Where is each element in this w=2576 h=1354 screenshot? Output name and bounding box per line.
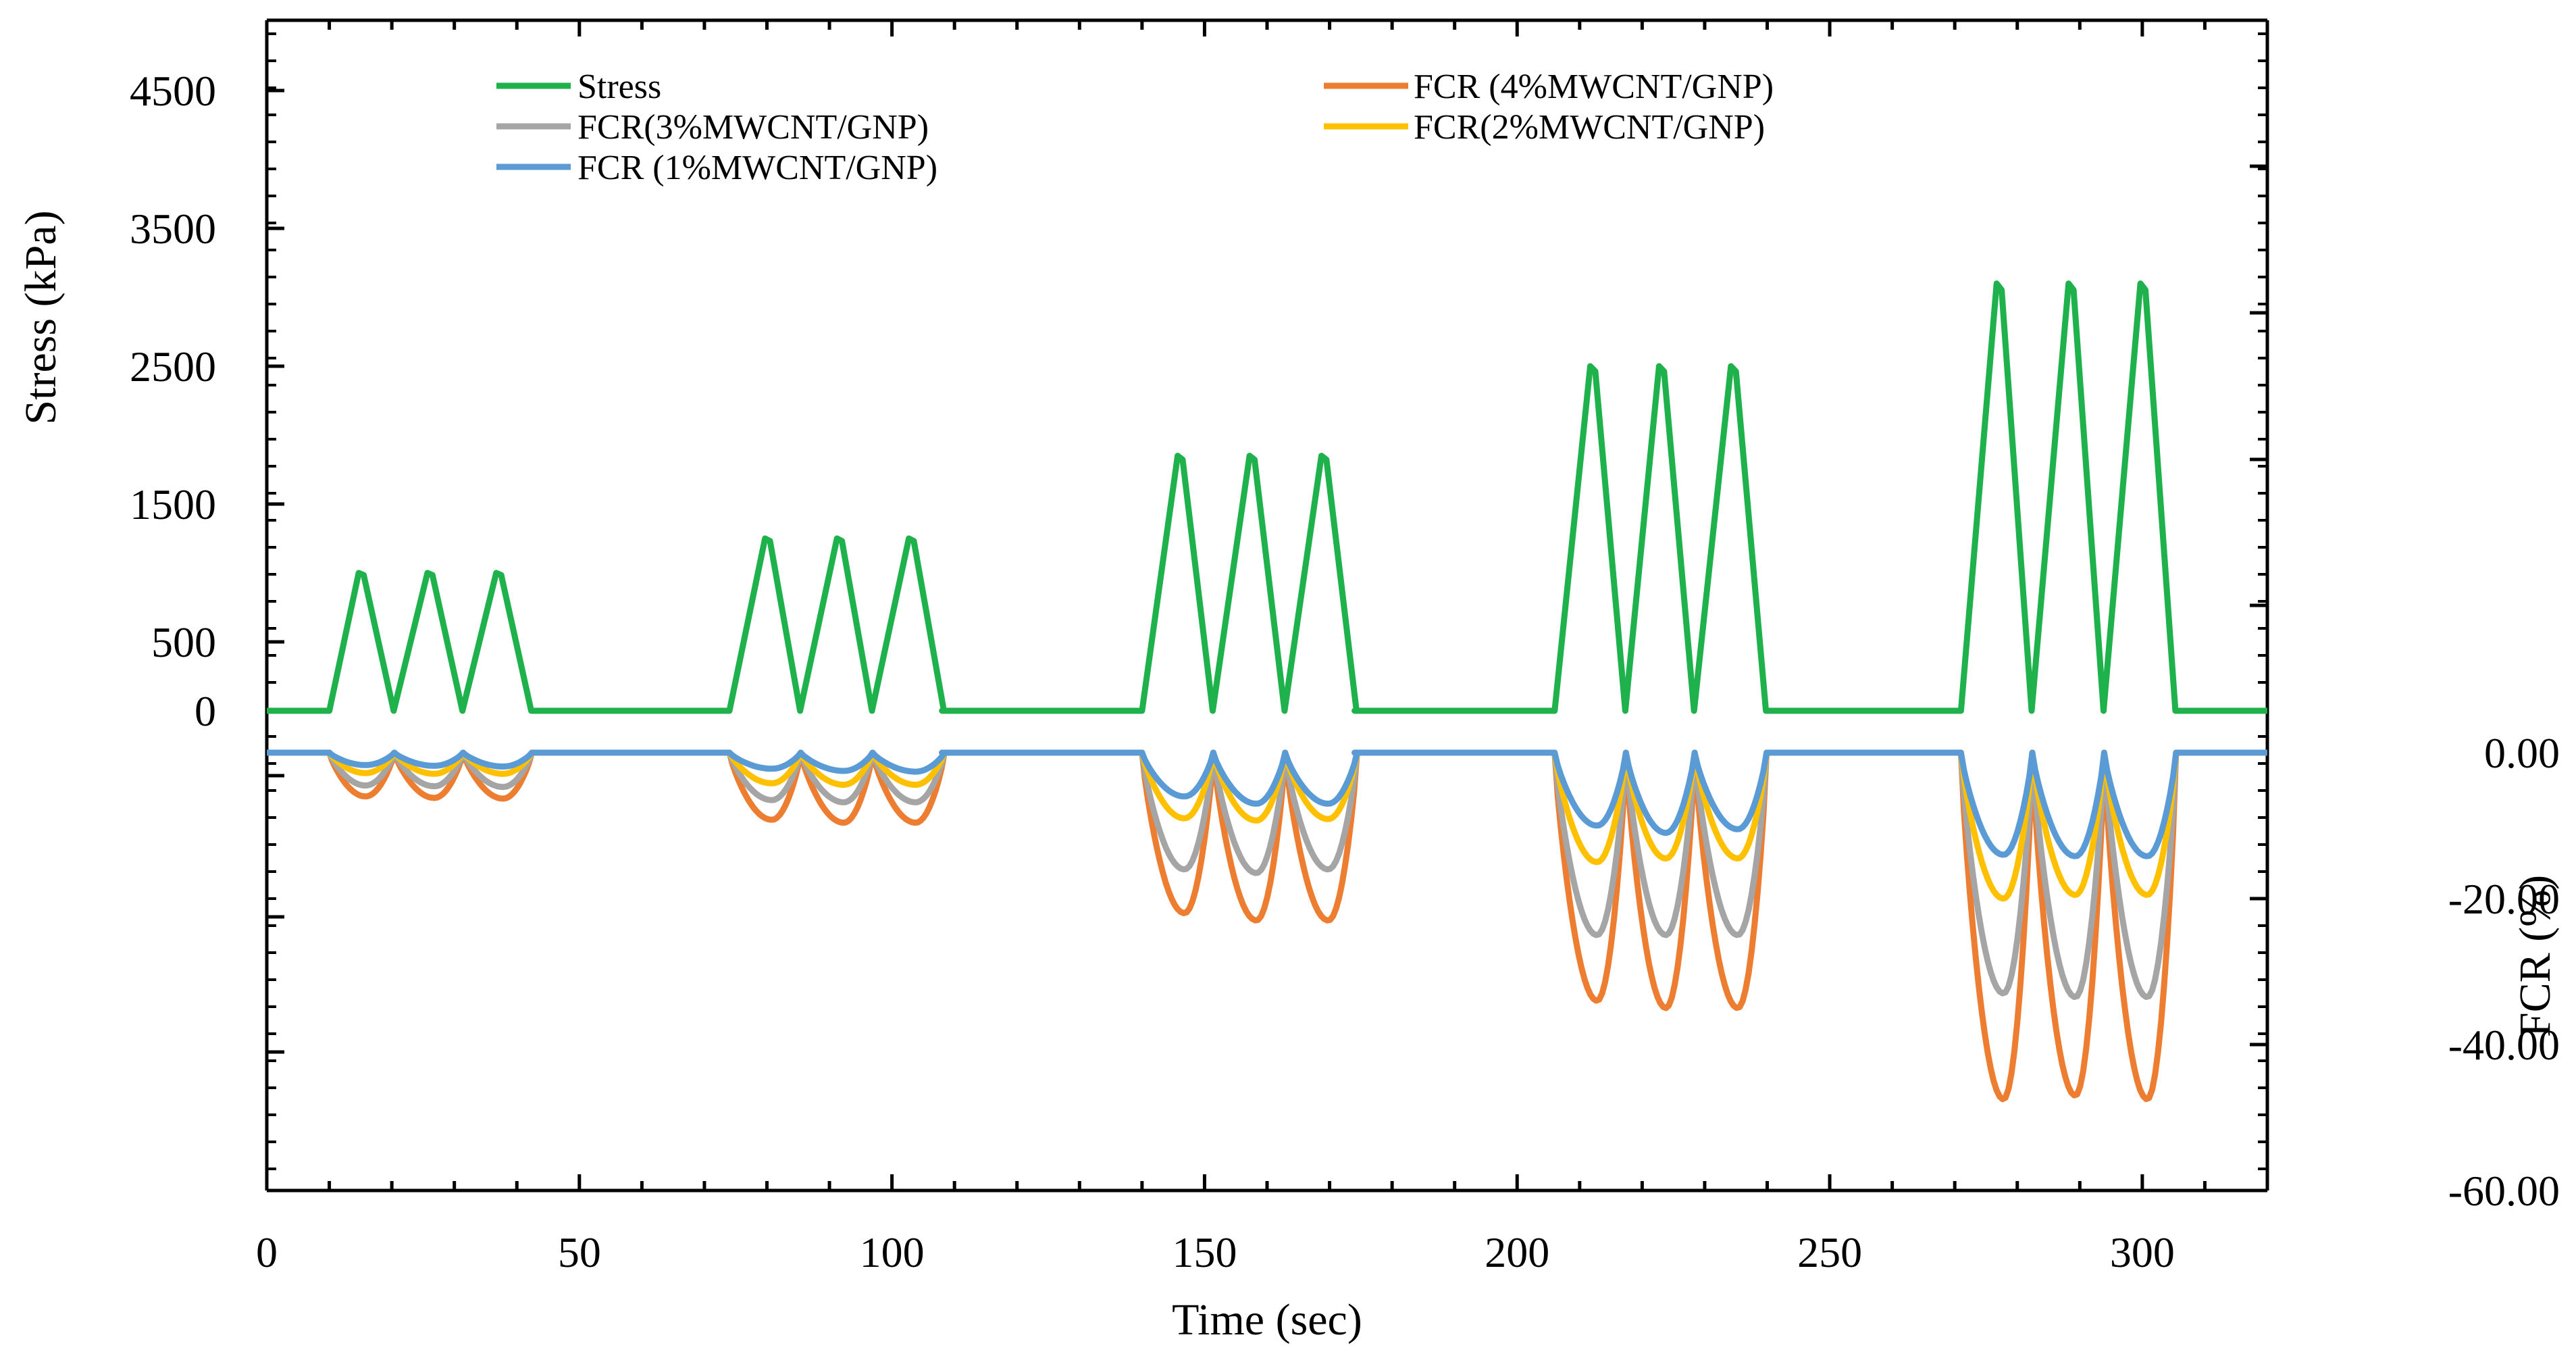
y-left-tick-label: 4500: [130, 67, 216, 115]
x-tick-label: 150: [1172, 1228, 1237, 1276]
y-right-tick-label: -60.00: [2448, 1167, 2560, 1215]
legend-label-fcr2: FCR(2%MWCNT/GNP): [1414, 108, 1765, 147]
x-tick-label: 0: [256, 1228, 278, 1276]
series: [267, 280, 2267, 1103]
y-right-tick-label: -40.00: [2448, 1021, 2560, 1069]
y-left-axis-title: Stress (kPa): [16, 210, 66, 424]
series-fcr-1pct: [267, 749, 2267, 859]
series-fcr-4pct: [267, 749, 2267, 1103]
ticks: [265, 20, 2269, 1193]
y-right-tick-label: 0.00: [2484, 729, 2560, 777]
y-right-axis-title: FCR (%): [2510, 875, 2560, 1037]
legend-label-fcr1: FCR (1%MWCNT/GNP): [577, 149, 937, 187]
legend-label-fcr3: FCR(3%MWCNT/GNP): [577, 108, 929, 147]
series-fcr-3pct: [267, 749, 2267, 1000]
y-left-tick-label: 0: [195, 687, 216, 735]
x-axis-title: Time (sec): [1172, 1295, 1362, 1345]
x-tick-label: 300: [2110, 1228, 2175, 1276]
y-left-tick-label: 500: [151, 618, 216, 666]
x-tick-label: 200: [1485, 1228, 1549, 1276]
series-fcr-2pct: [267, 749, 2267, 902]
legend: Stress FCR (4%MWCNT/GNP) FCR(3%MWCNT/GNP…: [496, 68, 1774, 187]
x-tick-label: 250: [1797, 1228, 1862, 1276]
series-stress: [267, 280, 2267, 714]
y-left-tick-label: 1500: [130, 480, 216, 528]
legend-label-stress: Stress: [577, 68, 661, 106]
x-tick-label: 100: [860, 1228, 925, 1276]
tick-labels: 0 50 100 150 200 250 300 4500 3500 2500 1500 500 0 0.…: [130, 67, 2560, 1276]
legend-label-fcr4: FCR (4%MWCNT/GNP): [1414, 68, 1774, 106]
y-right-tick-label: -20.00: [2448, 875, 2560, 923]
x-tick-label: 50: [558, 1228, 601, 1276]
y-left-tick-label: 2500: [130, 343, 216, 391]
y-left-tick-label: 3500: [130, 205, 216, 253]
